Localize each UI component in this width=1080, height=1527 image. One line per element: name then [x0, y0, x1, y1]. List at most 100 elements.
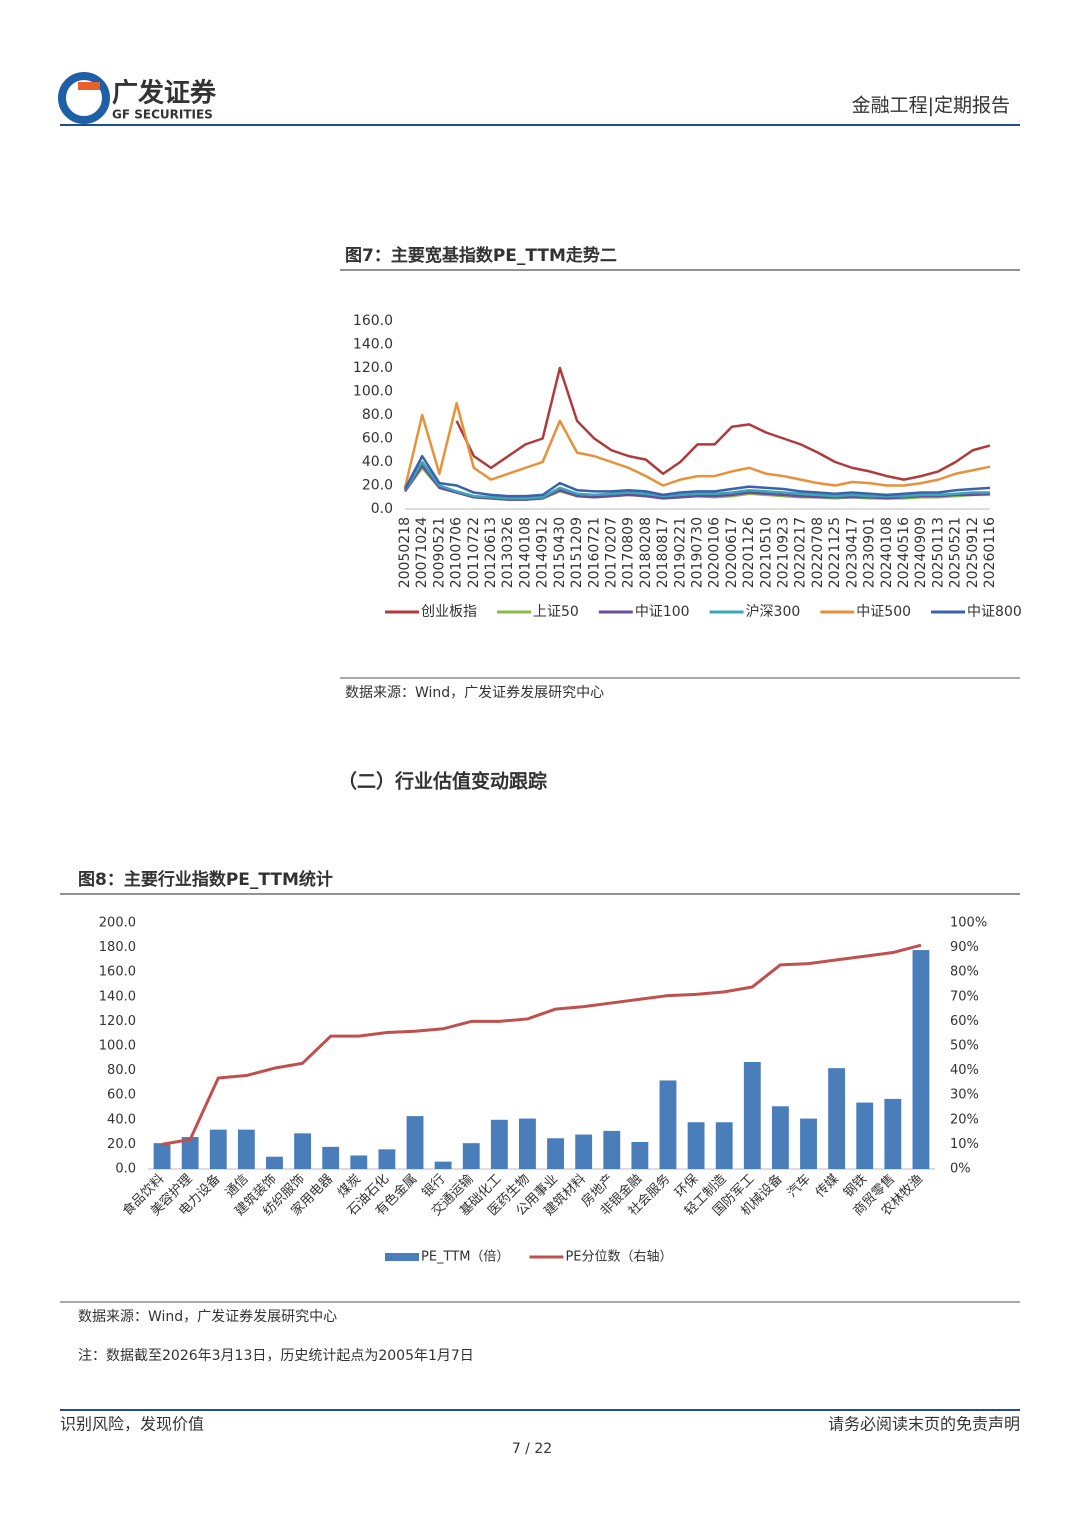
figure-title: 图8：主要行业指数PE_TTM统计 [78, 869, 333, 890]
x-tick-label: 20160721 [586, 517, 602, 588]
y-tick-label: 80.0 [362, 407, 393, 423]
x-tick-label: 20120613 [483, 517, 499, 588]
bar [547, 1138, 564, 1169]
footer-right: 请务必阅读末页的免责声明 [828, 1415, 1020, 1434]
legend-label: 沪深300 [746, 604, 801, 620]
legend-label: 中证800 [967, 604, 1022, 620]
x-tick-label: 20150430 [552, 517, 568, 588]
y2-tick-label: 70% [950, 989, 979, 1004]
line [403, 460, 990, 500]
x-tick-label: 20100706 [449, 517, 465, 588]
y2-tick-label: 20% [950, 1112, 979, 1127]
y-tick-label: 140.0 [353, 337, 393, 353]
y-tick-label: 200.0 [99, 916, 136, 931]
bar [237, 1129, 255, 1169]
bar [294, 1133, 312, 1169]
bar [322, 1146, 340, 1169]
bar [631, 1141, 649, 1169]
report-type: 金融工程|定期报告 [852, 95, 1010, 117]
x-tick-label: 20220708 [810, 517, 826, 588]
y-tick-label: 100.0 [99, 1039, 136, 1054]
y-tick-label: 120.0 [99, 1014, 136, 1029]
bar [181, 1137, 199, 1169]
line [403, 454, 991, 498]
bar [350, 1155, 368, 1169]
x-tick-label: 20230417 [844, 517, 860, 588]
line [455, 366, 991, 481]
y-tick-label: 60.0 [362, 431, 393, 447]
logo-name: 广发证券 [112, 78, 217, 109]
bar [856, 1102, 874, 1169]
bar [715, 1122, 733, 1169]
bar [406, 1116, 424, 1169]
bar [687, 1122, 705, 1169]
bar [603, 1130, 621, 1169]
bar [519, 1118, 536, 1169]
bar [209, 1129, 227, 1169]
legend-label: 创业板指 [421, 604, 477, 620]
bar [153, 1143, 171, 1169]
x-tick-label: 20201126 [741, 517, 757, 588]
x-tick-label: 20071024 [414, 517, 430, 588]
x-tick-label: 20190221 [672, 517, 688, 588]
bar [575, 1134, 593, 1169]
x-tick-label: 20250521 [948, 517, 964, 588]
x-tick-label: 20210510 [758, 517, 774, 588]
y2-tick-label: 80% [950, 965, 979, 980]
legend-label: PE分位数（右轴） [565, 1250, 672, 1265]
x-tick-label: 20240516 [896, 517, 912, 588]
figure-note: 注：数据截至2026年3月13日，历史统计起点为2005年1月7日 [78, 1348, 474, 1364]
x-tick-label: 20170207 [603, 517, 619, 588]
bar [266, 1156, 283, 1169]
bar [659, 1080, 677, 1169]
y2-tick-label: 30% [950, 1088, 979, 1103]
bar [912, 950, 930, 1169]
y-tick-label: 180.0 [99, 940, 136, 955]
bar [378, 1149, 396, 1169]
x-tick-label: 20170809 [621, 517, 637, 588]
x-tick-label: 20210923 [776, 517, 792, 588]
y-tick-label: 120.0 [353, 360, 393, 376]
y-tick-label: 40.0 [107, 1112, 136, 1127]
x-tick-label: 20240909 [913, 517, 929, 588]
y-tick-label: 20.0 [362, 478, 393, 494]
x-tick-label: 20130326 [500, 517, 516, 588]
x-tick-label: 20240108 [879, 517, 895, 588]
logo-mark [58, 72, 110, 124]
bar [490, 1119, 508, 1169]
x-tick-label: 20090521 [431, 517, 447, 588]
y2-tick-label: 90% [950, 940, 979, 955]
y2-tick-label: 40% [950, 1063, 979, 1078]
legend-swatch [385, 1253, 419, 1261]
bar [884, 1098, 902, 1169]
x-tick-label: 20180208 [638, 517, 654, 588]
y-tick-label: 160.0 [353, 313, 393, 329]
x-tick-label: 20190730 [690, 517, 706, 588]
x-tick-label: 20140108 [517, 517, 533, 588]
bar [771, 1106, 789, 1169]
y-tick-label: 100.0 [353, 384, 393, 400]
footer-left: 识别风险，发现价值 [60, 1415, 204, 1434]
y2-tick-label: 60% [950, 1014, 979, 1029]
x-tick-label: 20151209 [569, 517, 585, 588]
x-tick-label: 20220217 [793, 517, 809, 588]
y2-tick-label: 100% [950, 916, 987, 931]
bar [800, 1118, 817, 1169]
y-tick-label: 80.0 [107, 1063, 136, 1078]
x-tick-label: 20140912 [535, 517, 551, 588]
bar [434, 1161, 452, 1169]
y-tick-label: 160.0 [99, 965, 136, 980]
y2-tick-label: 0% [950, 1162, 971, 1177]
x-tick-label: 20200617 [724, 517, 740, 588]
y-tick-label: 140.0 [99, 989, 136, 1004]
legend-label: 中证100 [635, 604, 690, 620]
x-tick-label: 20110722 [466, 517, 482, 588]
legend-label: 中证500 [856, 604, 911, 620]
line [161, 943, 922, 1146]
x-tick-label: 20250912 [965, 517, 981, 588]
figure-source: 数据来源：Wind，广发证券发展研究中心 [345, 685, 604, 701]
y2-tick-label: 10% [950, 1137, 979, 1152]
x-tick-label: 20221125 [827, 517, 843, 588]
